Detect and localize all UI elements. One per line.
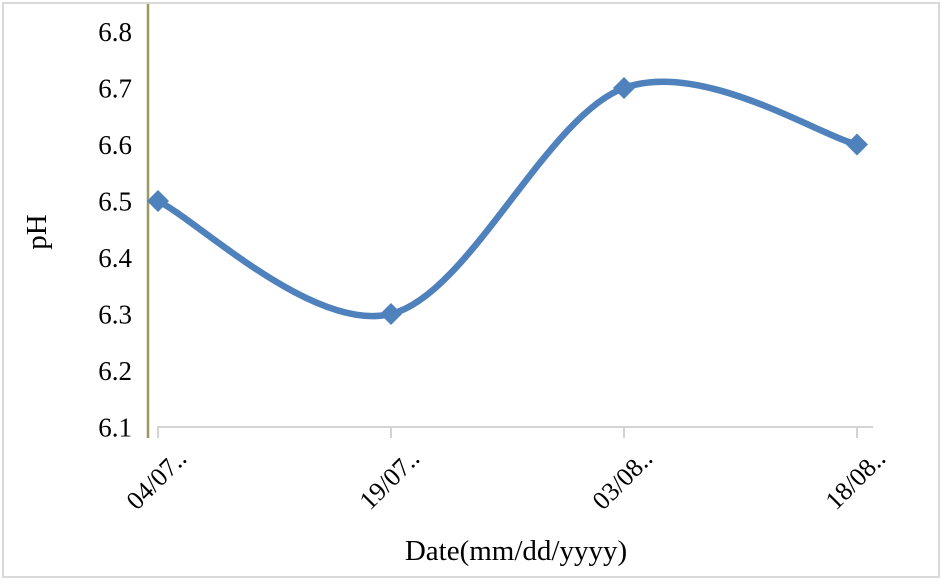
data-point-markers	[147, 77, 868, 325]
data-point-marker	[147, 190, 169, 212]
x-axis-title: Date(mm/dd/yyyy)	[405, 535, 627, 567]
data-point-marker	[380, 303, 402, 325]
y-axis-tick-labels: 6.1 6.2 6.3 6.4 6.5 6.6 6.7 6.8	[98, 17, 132, 443]
y-axis-tick-label: 6.1	[98, 412, 132, 442]
x-axis-ticks	[157, 427, 858, 438]
y-axis-tick-label: 6.7	[98, 73, 132, 103]
y-axis-tick-label: 6.8	[98, 17, 132, 47]
y-axis-tick-label: 6.2	[98, 356, 132, 386]
y-axis-tick-label: 6.5	[98, 186, 132, 216]
data-point-marker	[846, 133, 868, 156]
y-axis-tick-label: 6.6	[98, 130, 132, 160]
y-axis-tick-label: 6.3	[98, 299, 132, 329]
data-point-marker	[613, 77, 635, 99]
y-axis-title: pH	[21, 214, 53, 250]
ph-series-line	[154, 78, 861, 320]
y-axis-tick-label: 6.4	[98, 243, 132, 273]
